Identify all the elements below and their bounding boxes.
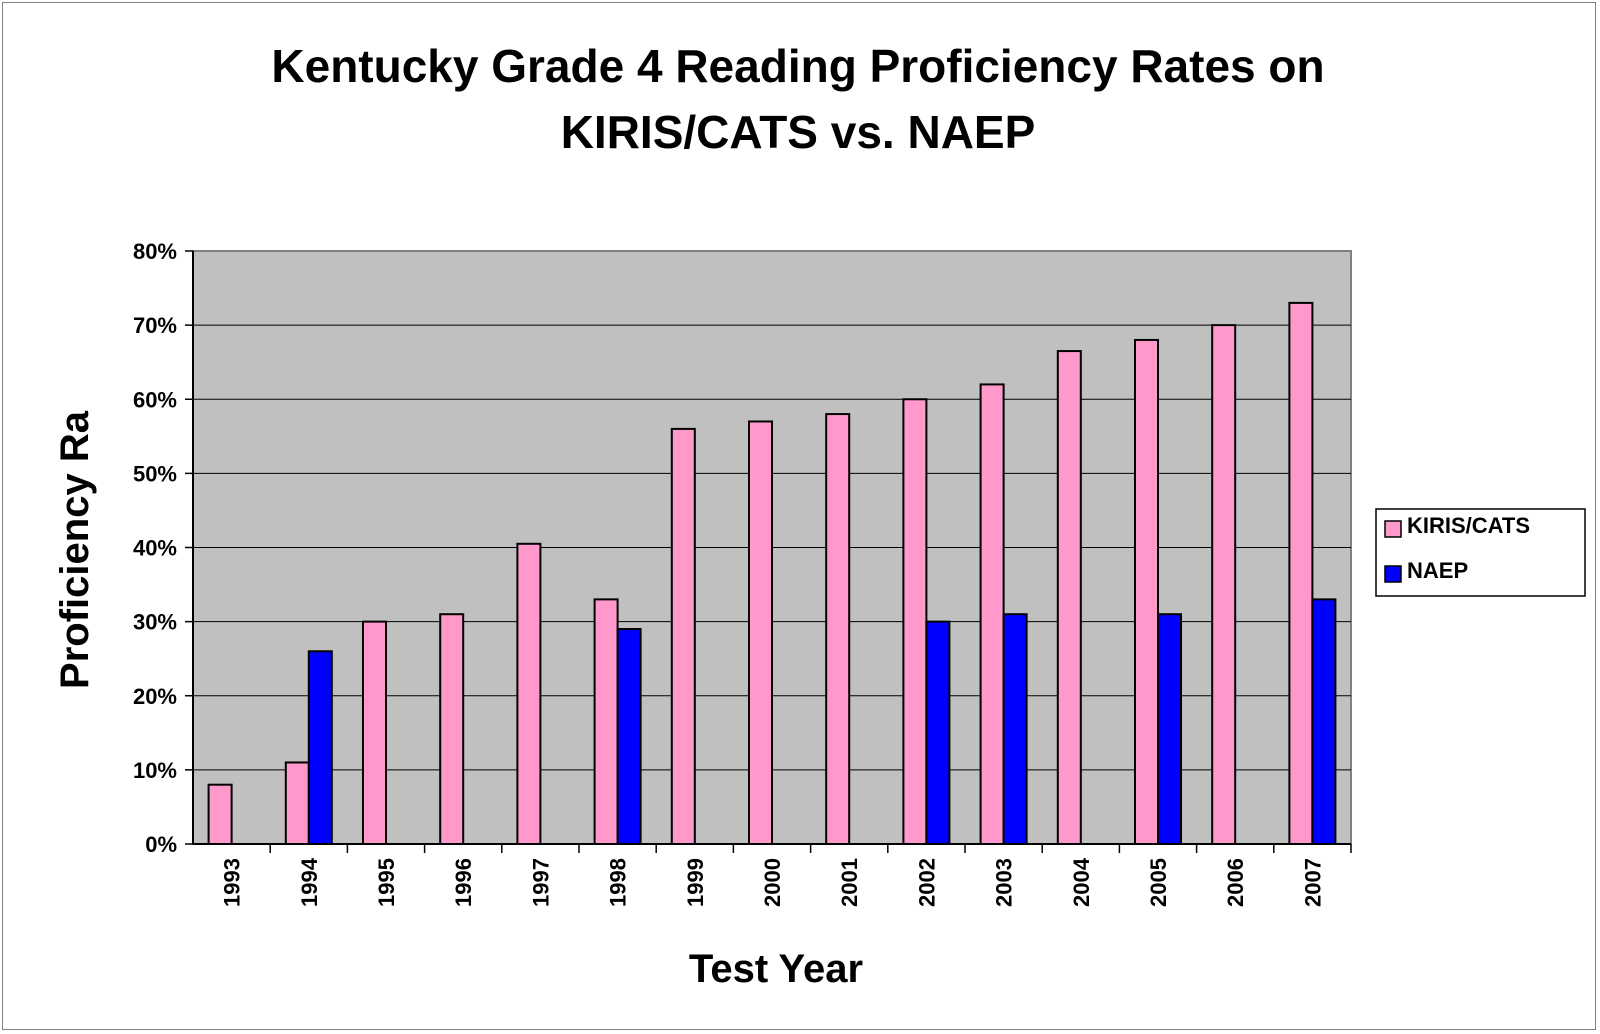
chart-title-line-1: Kentucky Grade 4 Reading Proficiency Rat…	[271, 40, 1324, 92]
bar-kiris-1995	[361, 620, 387, 845]
y-tick-label: 80%	[133, 239, 177, 264]
bar-kiris-2006	[1211, 324, 1237, 845]
bar-naep-1994	[307, 650, 333, 846]
bar-kiris-1993	[207, 783, 233, 846]
legend-label-naep: NAEP	[1407, 558, 1468, 583]
bar-naep-2005	[1157, 613, 1183, 846]
legend: KIRIS/CATS NAEP	[1375, 508, 1586, 597]
y-tick-label: 30%	[133, 610, 177, 635]
bar-naep-2002	[925, 620, 951, 845]
y-tick-label: 60%	[133, 387, 177, 412]
bar-kiris-2004	[1056, 350, 1082, 845]
bar-kiris-2003	[979, 383, 1005, 845]
x-tick-label: 2004	[1069, 857, 1094, 907]
legend-label-kiris: KIRIS/CATS	[1407, 513, 1530, 538]
x-tick-label: 2003	[992, 858, 1017, 907]
x-tick-label: 1999	[683, 858, 708, 907]
bar-naep-2007	[1311, 598, 1337, 846]
chart-title: Kentucky Grade 4 Reading Proficiency Rat…	[271, 40, 1324, 158]
y-tick-label: 40%	[133, 536, 177, 561]
x-axis-title: Test Year	[689, 947, 863, 991]
bar-kiris-1996	[439, 613, 465, 846]
legend-swatch-kiris	[1384, 520, 1402, 538]
bars	[207, 301, 1337, 846]
x-tick-labels: 1993 1994 1995 1996 1997 1998 1999 2000 2001 2002…	[220, 857, 1326, 907]
y-tick-labels: 0% 10% 20% 30% 40% 50% 60% 70% 80%	[133, 239, 177, 857]
bar-kiris-2001	[825, 413, 851, 845]
legend-swatch-naep	[1384, 565, 1402, 583]
y-tick-label: 50%	[133, 461, 177, 486]
x-tick-label: 1998	[606, 858, 631, 907]
bar-kiris-1998	[593, 598, 619, 846]
y-tick-label: 10%	[133, 758, 177, 783]
bar-naep-2003	[1002, 613, 1028, 846]
bar-kiris-2005	[1133, 338, 1159, 845]
x-tick-label: 2000	[760, 858, 785, 907]
axes	[185, 250, 1352, 853]
y-tick-label: 70%	[133, 313, 177, 338]
x-tick-label: 2002	[914, 858, 939, 907]
x-tick-label: 1996	[451, 858, 476, 907]
legend-box	[1375, 508, 1586, 597]
x-tick-label: 2006	[1223, 858, 1248, 907]
chart-title-line-2: KIRIS/CATS vs. NAEP	[561, 106, 1036, 158]
bar-kiris-2007	[1288, 301, 1314, 845]
bar-kiris-1999	[670, 427, 696, 845]
x-tick-label: 2001	[837, 858, 862, 907]
x-tick-label: 1997	[528, 858, 553, 907]
x-tick-label: 2005	[1146, 858, 1171, 907]
x-tick-label: 2007	[1300, 858, 1325, 907]
bar-kiris-1994	[284, 761, 310, 846]
x-tick-label: 1993	[220, 858, 245, 907]
x-tick-label: 1995	[374, 858, 399, 907]
x-tick-label: 1994	[297, 857, 322, 907]
bar-naep-1998	[616, 628, 642, 845]
bar-kiris-2002	[902, 398, 928, 845]
y-axis-title: Proficiency Ra	[53, 410, 97, 689]
bar-kiris-1997	[516, 542, 542, 845]
bar-kiris-2000	[747, 420, 773, 845]
y-tick-label: 0%	[145, 832, 177, 857]
y-tick-label: 20%	[133, 684, 177, 709]
